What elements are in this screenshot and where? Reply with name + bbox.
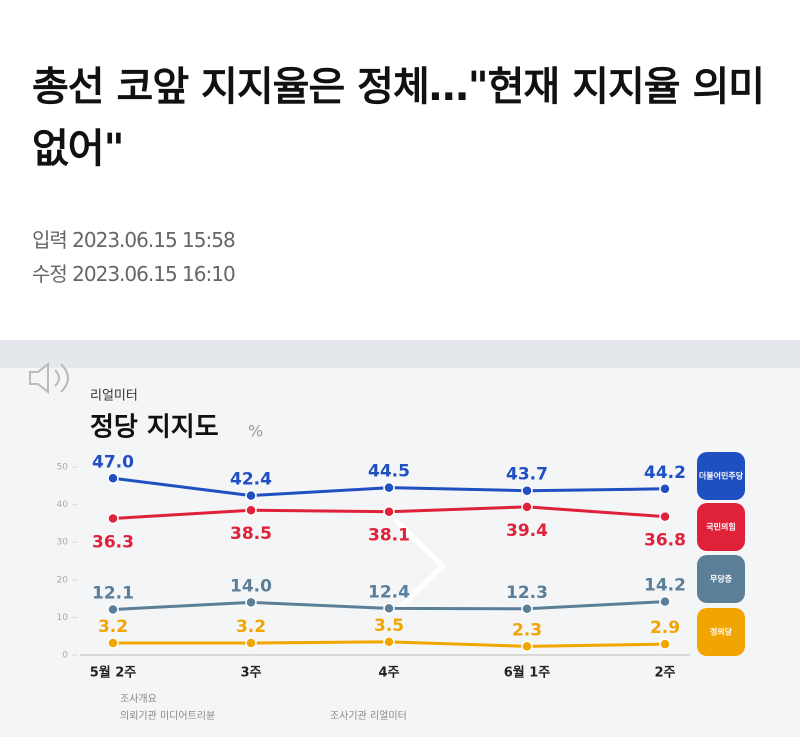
data-label: 12.4 (368, 582, 410, 602)
legend-item: 무당층 (697, 555, 745, 603)
data-point (245, 504, 257, 516)
data-label: 3.5 (374, 616, 404, 636)
legend-label: 정의당 (710, 627, 733, 637)
y-tick-label: 20 (57, 575, 69, 585)
data-point (107, 637, 119, 649)
data-point (107, 603, 119, 616)
data-label: 3.2 (236, 617, 266, 637)
data-label: 47.0 (92, 452, 134, 472)
data-label: 38.5 (230, 524, 272, 544)
data-point (245, 637, 257, 649)
data-point (659, 483, 671, 495)
data-point (659, 638, 671, 650)
data-point (521, 603, 533, 615)
x-tick-label: 2주 (654, 666, 675, 681)
data-label: 3.2 (98, 617, 128, 637)
data-label: 2.9 (650, 618, 680, 638)
y-tick-label: 40 (57, 500, 69, 510)
data-point (107, 512, 119, 525)
chart-unit: % (248, 422, 263, 441)
chart-background (0, 340, 800, 737)
legend-label: 무당층 (710, 574, 733, 584)
data-label: 44.2 (644, 463, 686, 483)
data-point (245, 596, 257, 609)
legend-item: 국민의힘 (697, 503, 745, 551)
data-label: 42.4 (230, 470, 272, 490)
data-point (521, 501, 533, 513)
speaker-icon[interactable] (29, 361, 69, 395)
data-point (521, 640, 533, 653)
data-label: 14.0 (230, 576, 272, 596)
y-tick-label: 50 (57, 463, 69, 473)
data-label: 12.3 (506, 583, 548, 603)
legend-badge (697, 555, 745, 603)
data-point (245, 489, 257, 502)
x-tick-label: 3주 (240, 666, 261, 681)
data-point (659, 595, 671, 608)
y-tick-label: 10 (57, 613, 69, 623)
y-tick-label: 0 (62, 651, 68, 661)
data-label: 38.1 (368, 526, 410, 546)
data-label: 2.3 (512, 620, 542, 640)
data-label: 43.7 (506, 465, 548, 485)
data-label: 36.8 (644, 531, 686, 551)
data-label: 44.5 (368, 462, 410, 482)
chart-title: 정당 지지도 (90, 413, 219, 443)
data-point (383, 505, 395, 518)
legend-item: 정의당 (697, 608, 745, 656)
y-tick-label: 30 (57, 538, 69, 548)
legend-badge (697, 452, 745, 500)
chart-image: 리얼미터 정당 지지도 % 0 10 20 30 40 50 5월 2주 3주 4주 6월 1주 2… (0, 340, 800, 737)
legend-badge (697, 608, 745, 656)
data-point (521, 484, 533, 497)
data-label: 39.4 (506, 521, 548, 541)
data-point (383, 602, 395, 615)
legend-item: 더불어민주당 (697, 452, 745, 500)
modified-time: 수정 2023.06.15 16:10 (32, 262, 236, 286)
data-label: 36.3 (92, 533, 134, 553)
footnote: 조사기관 리얼미터 (330, 710, 407, 722)
x-tick-label: 6월 1주 (504, 665, 551, 681)
footnote: 조사개요 (120, 693, 157, 705)
chart-source: 리얼미터 (90, 389, 138, 404)
legend-label: 국민의힘 (706, 522, 735, 532)
data-label: 12.1 (92, 584, 134, 604)
data-point (383, 636, 395, 648)
data-point (383, 481, 395, 494)
data-label: 14.2 (644, 576, 686, 596)
x-tick-label: 5월 2주 (90, 665, 137, 681)
top-band (0, 340, 800, 368)
x-tick-label: 4주 (378, 666, 399, 681)
footnote: 의뢰기관 미디어트리뷴 (120, 710, 215, 722)
published-time: 입력 2023.06.15 15:58 (32, 228, 236, 252)
play-button[interactable] (393, 518, 447, 614)
headline: 총선 코앞 지지율은 정체…"현재 지지율 의미 없어" (32, 64, 765, 172)
data-point (659, 510, 671, 523)
legend-badge (697, 503, 745, 551)
data-point (107, 472, 119, 485)
legend-label: 더불어민주당 (699, 471, 744, 481)
